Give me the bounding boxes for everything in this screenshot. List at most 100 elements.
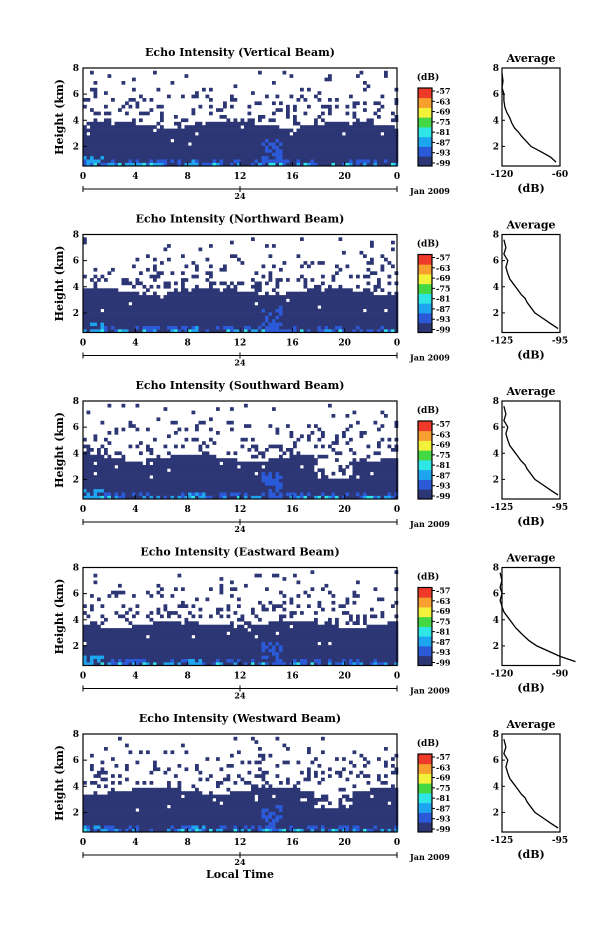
colorbar-tick-label: -63 <box>436 596 451 606</box>
xtick-label: 8 <box>185 339 191 349</box>
colorbar-tick-label: -69 <box>436 773 451 783</box>
colorbar-tick-label: -69 <box>436 273 451 283</box>
panel-4: Echo Intensity (Westward Beam)2468Height… <box>53 712 568 867</box>
heatmap-cells <box>83 70 399 167</box>
colorbar-tick-label: -81 <box>436 294 450 304</box>
average-profile-line <box>501 73 557 163</box>
xtick-label: 8 <box>185 505 191 515</box>
avg-ytick-label: 4 <box>493 616 499 626</box>
colorbar-tick-label: -93 <box>436 647 451 657</box>
ytick-label: 8 <box>73 564 79 574</box>
ylabel: Height (km) <box>53 79 66 155</box>
colorbar-tick-label: -87 <box>436 803 450 813</box>
panel-0: Echo Intensity (Vertical Beam)2468Height… <box>53 46 568 201</box>
colorbar-segment <box>418 802 432 813</box>
avg-ytick-label: 4 <box>493 449 499 459</box>
colorbar-tick-label: -81 <box>436 627 450 637</box>
colorbar-segment <box>418 479 432 490</box>
xtick-label: 20 <box>338 672 351 682</box>
colorbar-segment <box>418 646 432 657</box>
xtick-label: 4 <box>132 838 138 848</box>
colorbar-segment <box>418 136 432 147</box>
heatmap-cells <box>83 736 399 833</box>
avg-ytick-label: 8 <box>493 231 499 241</box>
colorbar-frame <box>417 586 433 667</box>
avg-xtick-label: -125 <box>491 503 514 513</box>
colorbar-tick-label: -81 <box>436 460 450 470</box>
colorbar-frame <box>417 253 433 334</box>
ytick-label: 8 <box>73 397 79 407</box>
ytick-label: 2 <box>73 142 79 152</box>
average-title: Average <box>505 219 555 232</box>
colorbar-tick-label: -75 <box>436 783 450 793</box>
xtick-label: 0 <box>80 672 86 682</box>
ytick-label: 4 <box>73 782 79 792</box>
colorbar-tick-label: -87 <box>436 304 450 314</box>
avg-xtick-label: -95 <box>552 337 568 347</box>
colorbar-segment <box>418 469 432 480</box>
avg-ytick-label: 8 <box>493 397 499 407</box>
xtick-label: 4 <box>132 505 138 515</box>
colorbar-segment <box>418 793 432 804</box>
panel-title: Echo Intensity (Eastward Beam) <box>140 546 339 559</box>
avg-xtick-label: -120 <box>491 170 514 180</box>
colorbar-segment <box>418 636 432 647</box>
average-title: Average <box>505 385 555 398</box>
panel-title: Echo Intensity (Northward Beam) <box>136 213 345 226</box>
date-label: Jan 2009 <box>409 686 450 696</box>
colorbar-segment <box>418 107 432 118</box>
avg-ytick-label: 2 <box>493 642 499 652</box>
avg-xtick-label: -60 <box>552 170 568 180</box>
average-title: Average <box>505 52 555 65</box>
colorbar-tick-label: -93 <box>436 481 451 491</box>
colorbar-unit: (dB) <box>417 572 439 583</box>
xtick-label: 20 <box>338 339 351 349</box>
colorbar-unit: (dB) <box>417 405 439 416</box>
average-frame <box>501 566 561 667</box>
avg-ytick-label: 4 <box>493 116 499 126</box>
xtick-label: 0 <box>80 172 86 182</box>
colorbar-segment <box>418 812 432 823</box>
xtick-label: 12 <box>234 672 247 682</box>
xtick-label: 0 <box>394 339 400 349</box>
colorbar-segment <box>418 156 432 167</box>
panel-title: Echo Intensity (Southward Beam) <box>136 379 345 392</box>
colorbar-tick-label: -81 <box>436 793 450 803</box>
date-label: Jan 2009 <box>409 353 450 363</box>
colorbar-segment <box>418 822 432 833</box>
avg-xtick-label: -95 <box>552 836 568 846</box>
colorbar-segment <box>418 421 432 432</box>
xtick-label: 16 <box>286 339 299 349</box>
average-profile-line <box>499 572 576 663</box>
colorbar-tick-label: -69 <box>436 440 451 450</box>
colorbar-frame <box>417 87 433 167</box>
colorbar-tick-label: -57 <box>436 253 450 263</box>
colorbar-segment <box>418 616 432 627</box>
colorbar-tick-label: -87 <box>436 637 450 647</box>
colorbar-segment <box>418 489 432 500</box>
colorbar-tick-label: -81 <box>436 127 450 137</box>
colorbar-tick-label: -57 <box>436 419 450 429</box>
avg-ytick-label: 6 <box>493 756 499 766</box>
avg-ytick-label: 6 <box>493 90 499 100</box>
ytick-label: 4 <box>73 116 79 126</box>
colorbar-tick-label: -87 <box>436 137 450 147</box>
colorbar-frame <box>417 753 433 833</box>
average-frame <box>501 400 561 500</box>
avg-xtick-label: -95 <box>552 503 568 513</box>
xtick-label: 0 <box>80 339 86 349</box>
average-profile-line <box>503 239 559 330</box>
ylabel: Height (km) <box>53 412 66 488</box>
avg-ytick-label: 2 <box>493 475 499 485</box>
colorbar-segment <box>418 274 432 285</box>
colorbar-segment <box>418 264 432 275</box>
xtick-label: 16 <box>286 838 299 848</box>
xtick-label: 20 <box>338 838 351 848</box>
day-label: 24 <box>234 857 246 867</box>
colorbar-tick-label: -75 <box>436 616 450 626</box>
average-title: Average <box>505 718 555 731</box>
colorbar-tick-label: -99 <box>436 325 451 335</box>
colorbar-segment <box>418 146 432 157</box>
avg-xtick-label: -120 <box>491 670 514 680</box>
ytick-label: 4 <box>73 283 79 293</box>
